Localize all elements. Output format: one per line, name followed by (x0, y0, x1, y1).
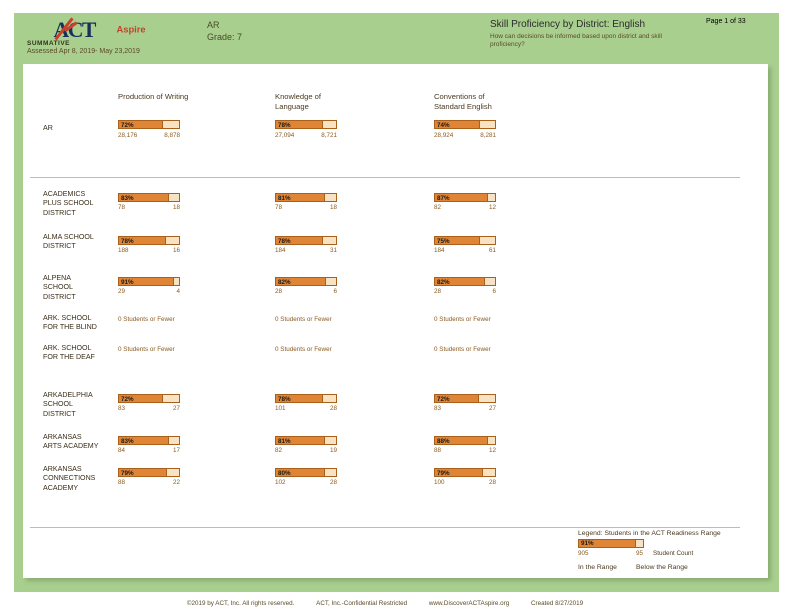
svg-text:ACT: ACT (54, 18, 97, 42)
svg-text:Aspire: Aspire (117, 25, 146, 35)
